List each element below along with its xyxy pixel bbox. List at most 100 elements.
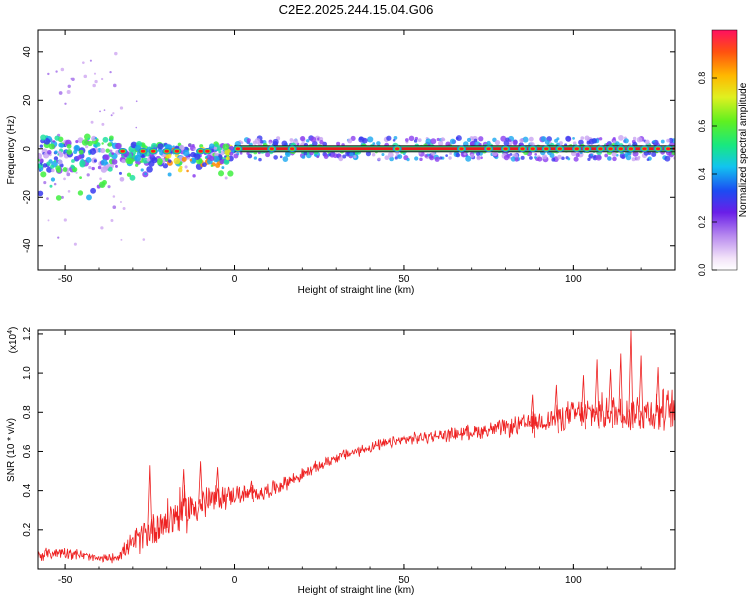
spectrogram-cell bbox=[646, 158, 650, 162]
spectrogram-cell bbox=[586, 140, 591, 145]
snr-peak bbox=[198, 461, 204, 511]
spectrogram-cell bbox=[618, 135, 624, 141]
spectrogram-hotspot-core bbox=[459, 147, 464, 151]
spectrogram-speckle bbox=[119, 201, 122, 204]
spectrogram-cell bbox=[135, 163, 139, 167]
spectrogram-cell bbox=[39, 158, 44, 163]
spectrogram-cell bbox=[54, 150, 58, 154]
spectrogram-cell bbox=[90, 187, 97, 194]
spectrogram-speckle bbox=[60, 195, 64, 199]
spectrogram-hotspot-core bbox=[120, 149, 125, 153]
spectrogram-cell bbox=[486, 140, 491, 146]
spectrogram-cell bbox=[463, 152, 467, 156]
spectrogram-cell bbox=[652, 140, 655, 143]
spectrogram-cell bbox=[591, 138, 597, 144]
spectrogram-cell bbox=[319, 140, 324, 145]
spectrogram-cell bbox=[42, 152, 50, 159]
spectrogram-cell bbox=[98, 181, 106, 188]
snr-x-ticks: -50 0 50 100 bbox=[58, 330, 676, 586]
spectrogram-cell bbox=[156, 158, 163, 165]
spectrogram-cell bbox=[212, 155, 220, 163]
spectrogram-hotspot-core bbox=[618, 147, 623, 151]
spectrogram-cell bbox=[151, 157, 158, 164]
spectrogram-cell bbox=[259, 139, 264, 144]
spectrogram-cell bbox=[386, 135, 392, 141]
spectrogram-cell bbox=[205, 155, 208, 159]
spectrogram-speckle bbox=[53, 182, 57, 186]
spectrogram-speckle bbox=[64, 102, 67, 105]
spectrogram-cell bbox=[50, 164, 55, 169]
spectrogram-y-ticks: -40 -20 0 20 40 bbox=[22, 46, 675, 253]
spectrogram-cell bbox=[240, 141, 244, 145]
spectrogram-cell bbox=[628, 143, 632, 146]
spectrogram-cell bbox=[392, 138, 396, 142]
spectrogram-cell bbox=[434, 156, 440, 162]
colorbar-tick-label: 0.2 bbox=[697, 216, 707, 229]
spectrogram-cell bbox=[301, 155, 306, 159]
snr-x-tick-label: 100 bbox=[565, 575, 582, 586]
spectrogram-cell bbox=[336, 141, 341, 146]
colorbar-frame bbox=[711, 29, 738, 271]
snr-y-tick-label: 1.2 bbox=[22, 327, 33, 341]
spectrogram-cell bbox=[246, 151, 250, 156]
spectrogram-speckle bbox=[58, 91, 63, 95]
spectrogram-cell bbox=[253, 156, 257, 160]
spectrogram-speckle bbox=[67, 84, 71, 88]
spectrogram-x-label: Height of straight line (km) bbox=[298, 285, 415, 296]
spectrogram-cell bbox=[436, 137, 440, 142]
spectrogram-cell bbox=[470, 153, 475, 158]
spectrogram-hotspot-core bbox=[503, 147, 508, 151]
spectrogram-cell bbox=[397, 154, 403, 160]
spectrogram-cell bbox=[77, 137, 84, 144]
spectrogram-cell bbox=[318, 136, 324, 142]
spectrogram-cell bbox=[632, 136, 637, 141]
spectrogram-cell bbox=[86, 194, 92, 201]
spectrogram-cell bbox=[624, 153, 628, 158]
spectrogram-speckle bbox=[94, 79, 98, 84]
spectrogram-cell bbox=[590, 153, 594, 157]
spectrogram-cell bbox=[437, 140, 444, 147]
spectrogram-cell bbox=[52, 140, 56, 143]
spectrogram-cell bbox=[218, 150, 222, 154]
spectrogram-cell bbox=[431, 151, 436, 157]
spectrogram-cell bbox=[50, 177, 56, 182]
spectrogram-cell bbox=[62, 167, 68, 172]
spectrogram-cell bbox=[362, 137, 368, 144]
spectrogram-cell bbox=[651, 151, 657, 157]
spectrogram-cell bbox=[529, 156, 533, 160]
spectrogram-cell bbox=[544, 139, 550, 145]
spectrogram-image bbox=[38, 51, 675, 246]
spectrogram-cell bbox=[598, 137, 603, 141]
spectrogram-cell bbox=[105, 148, 110, 153]
spectrogram-cell bbox=[53, 156, 59, 161]
snr-x-label: Height of straight line (km) bbox=[298, 585, 415, 596]
spectrogram-speckle bbox=[107, 185, 111, 189]
spectrogram-cell bbox=[323, 154, 329, 159]
spectrogram-cell bbox=[612, 137, 616, 141]
spectrogram-cell bbox=[224, 176, 228, 180]
snr-x-tick-label: 50 bbox=[398, 575, 410, 586]
spectrogram-cell bbox=[56, 168, 62, 173]
spectrogram-cell bbox=[557, 154, 562, 160]
spectrogram-cell bbox=[100, 166, 108, 173]
spectrogram-cell bbox=[575, 152, 580, 158]
spectrogram-cell bbox=[85, 156, 92, 163]
spectrogram-cell bbox=[347, 138, 353, 144]
spectrogram-cell bbox=[100, 147, 106, 154]
spectrogram-cell bbox=[465, 155, 472, 162]
spectrogram-cell bbox=[100, 159, 108, 166]
spectrogram-cell bbox=[455, 136, 459, 140]
spectrogram-speckle bbox=[86, 173, 90, 177]
spectrogram-cell bbox=[365, 151, 371, 157]
spectrogram-cell bbox=[469, 141, 475, 147]
spectrogram-cell bbox=[177, 167, 183, 173]
colorbar-ticks: 0.0 0.2 0.4 0.6 0.8 bbox=[697, 72, 717, 276]
spectrogram-hotspot-core bbox=[628, 147, 634, 151]
spectrogram-speckle bbox=[113, 83, 117, 88]
spectrogram-cell bbox=[284, 151, 291, 158]
spectrogram-cell bbox=[103, 154, 110, 161]
spectrogram-cell bbox=[118, 171, 122, 175]
spectrogram-cell bbox=[77, 190, 84, 196]
spectrogram-cell bbox=[272, 138, 279, 145]
